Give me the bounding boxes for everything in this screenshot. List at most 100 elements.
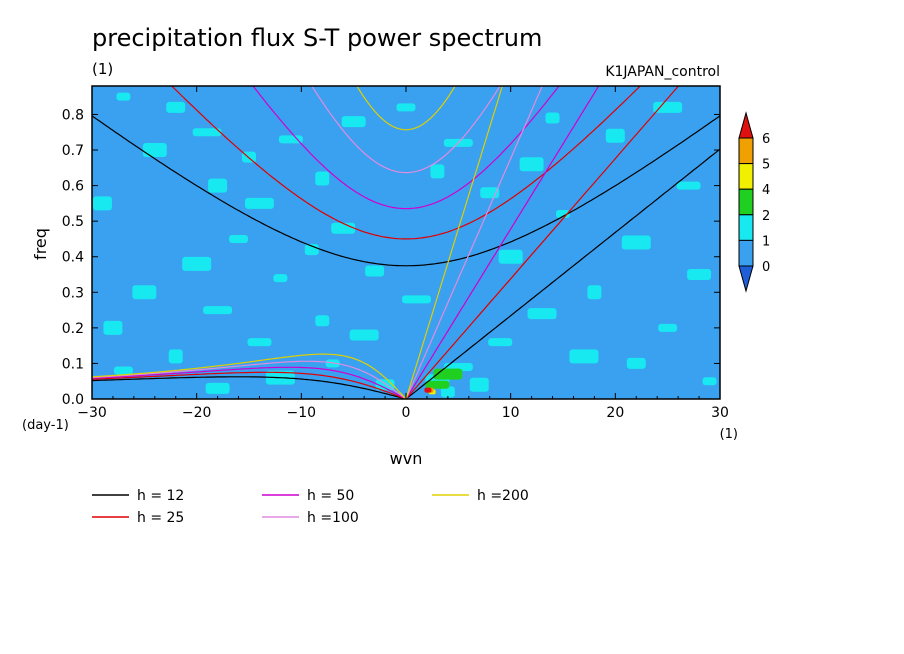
heatmap-patch bbox=[653, 101, 683, 113]
x-tick-label: −10 bbox=[287, 405, 317, 421]
heatmap-patch bbox=[349, 329, 379, 341]
y-tick-label: 0.1 bbox=[62, 356, 84, 372]
x-tick-label: 0 bbox=[402, 405, 411, 421]
y-tick-label: 0.6 bbox=[62, 179, 84, 195]
dispersion-curve-rossby bbox=[92, 366, 407, 399]
y-tick-label: 0.3 bbox=[62, 285, 84, 301]
heatmap-patch bbox=[341, 116, 366, 128]
heatmap-patch bbox=[498, 249, 523, 264]
heatmap-patch bbox=[247, 338, 272, 347]
dispersion-curve-inertia-gravity bbox=[252, 86, 560, 210]
y-tick-label: 0.5 bbox=[62, 214, 84, 230]
heatmap-patch bbox=[244, 197, 274, 209]
dispersion-curve-rossby bbox=[92, 376, 407, 399]
dispersion-curve-inertia-gravity bbox=[356, 86, 456, 131]
heatmap-patch bbox=[116, 92, 131, 101]
heatmap-patch bbox=[203, 306, 233, 315]
y-tick-label: 0.8 bbox=[62, 107, 84, 123]
colorbar-label: 1 bbox=[762, 234, 770, 249]
heatmap-patch bbox=[315, 171, 330, 186]
heatmap-patch bbox=[401, 295, 431, 304]
heatmap-patch bbox=[331, 222, 356, 234]
heatmap-patch bbox=[182, 256, 212, 271]
y-tick-label: 0.7 bbox=[62, 143, 84, 159]
colorbar: 0 1 2 4 5 6 bbox=[738, 111, 770, 293]
colorbar-label: 4 bbox=[762, 183, 770, 198]
heatmap-patch bbox=[166, 101, 186, 113]
heatmap-patch bbox=[132, 285, 157, 300]
colorbar-segment bbox=[738, 163, 754, 190]
chart-subtitle-right: K1JAPAN_control bbox=[605, 64, 720, 80]
heatmap-patch bbox=[113, 366, 133, 375]
dispersion-curve-rossby bbox=[92, 371, 407, 399]
heatmap-patch bbox=[229, 234, 249, 243]
x-tick-label: 30 bbox=[711, 405, 729, 421]
heatmap-patch bbox=[168, 349, 183, 364]
colorbar-segment bbox=[738, 239, 754, 267]
heatmap-patch bbox=[278, 135, 303, 144]
colorbar-label: 0 bbox=[762, 260, 770, 275]
heatmap-patch bbox=[205, 382, 230, 394]
dispersion-curve-kelvin bbox=[405, 86, 600, 399]
y-tick-label: 0.4 bbox=[62, 250, 84, 266]
dispersion-curve-kelvin bbox=[405, 86, 543, 399]
chart-title: precipitation flux S-T power spectrum bbox=[92, 24, 542, 52]
legend-label: h = 12 bbox=[137, 488, 184, 504]
colorbar-segment bbox=[738, 214, 754, 241]
heatmap-patch bbox=[365, 265, 385, 277]
heatmap-patch bbox=[626, 357, 646, 369]
dispersion-curve-inertia-gravity bbox=[311, 86, 501, 174]
dispersion-curve-kelvin bbox=[405, 148, 720, 399]
heatmap-patch bbox=[605, 128, 625, 143]
y-tick-label: 0.0 bbox=[62, 392, 84, 408]
heatmap-patch bbox=[273, 274, 288, 283]
heatmap-patch bbox=[527, 308, 557, 320]
y-unit-label: (day-1) bbox=[22, 418, 69, 433]
dispersion-curve-inertia-gravity bbox=[92, 115, 720, 267]
heatmap-patch bbox=[676, 181, 701, 190]
heatmap-patch bbox=[702, 377, 717, 386]
legend-label: h = 50 bbox=[307, 488, 354, 504]
heatmap-patch bbox=[545, 112, 560, 124]
colorbar-min-arrow bbox=[738, 265, 754, 293]
colorbar-max-arrow bbox=[738, 111, 754, 139]
heatmap-patch bbox=[488, 338, 513, 347]
dispersion-curve-rossby bbox=[92, 360, 407, 399]
heatmap-patch bbox=[440, 386, 455, 398]
colorbar-segment bbox=[738, 137, 754, 165]
colorbar-label: 2 bbox=[762, 209, 770, 224]
x-tick-label: 10 bbox=[502, 405, 520, 421]
heatmap-patch bbox=[687, 269, 712, 281]
chart-subtitle-left: (1) bbox=[92, 60, 113, 78]
heatmap-patch bbox=[621, 235, 651, 250]
heatmap-patch bbox=[192, 128, 222, 137]
heatmap-patch bbox=[92, 196, 112, 211]
colorbar-segment bbox=[738, 188, 754, 216]
legend-label: h =100 bbox=[307, 510, 359, 526]
dispersion-curve-rossby bbox=[92, 353, 407, 399]
colorbar-label: 5 bbox=[762, 158, 770, 173]
x-axis-label: wvn bbox=[390, 449, 423, 468]
x-unit-label: (1) bbox=[720, 427, 738, 442]
legend-label: h = 25 bbox=[137, 510, 184, 526]
heatmap-patch bbox=[556, 210, 570, 219]
heatmap-patch bbox=[208, 178, 228, 193]
heatmap-patch bbox=[430, 164, 445, 179]
heatmap-patch bbox=[587, 285, 602, 300]
heatmap-patch bbox=[469, 377, 489, 392]
x-tick-label: 20 bbox=[606, 405, 624, 421]
heatmap-patch bbox=[425, 380, 450, 389]
y-axis-label: freq bbox=[31, 228, 50, 260]
heatmap-patch bbox=[424, 387, 432, 393]
dispersion-curve-kelvin bbox=[405, 86, 503, 399]
dispersion-curve-inertia-gravity bbox=[170, 86, 642, 240]
y-tick-label: 0.2 bbox=[62, 321, 84, 337]
heatmap-patch bbox=[569, 349, 599, 364]
colorbar-label: 6 bbox=[762, 132, 770, 147]
x-tick-label: −20 bbox=[182, 405, 212, 421]
heatmap-patch bbox=[658, 323, 678, 332]
dispersion-curve-kelvin bbox=[405, 86, 680, 399]
legend-label: h =200 bbox=[477, 488, 529, 504]
heatmap-patch bbox=[396, 103, 416, 112]
